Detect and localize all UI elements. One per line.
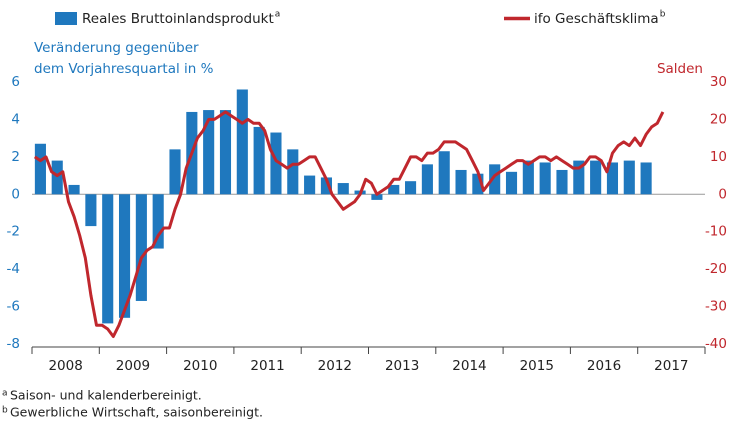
x-tick-label: 2008 (48, 358, 82, 374)
bar (556, 169, 568, 195)
legend-marker: b (660, 10, 666, 20)
bar (287, 149, 299, 195)
bar (337, 183, 349, 195)
legend-swatch-bar (55, 12, 77, 25)
bar (34, 143, 46, 195)
bar (169, 149, 181, 195)
x-tick-label: 2012 (318, 358, 352, 374)
x-tick-label: 2011 (250, 358, 284, 374)
bar (539, 162, 551, 195)
bar (236, 89, 248, 195)
bar (203, 110, 215, 195)
footnote-marker: b (2, 406, 8, 416)
x-tick-label: 2017 (654, 358, 688, 374)
bar (640, 162, 652, 195)
line (33, 110, 665, 338)
bar (135, 194, 147, 301)
footnote-marker: a (2, 389, 8, 399)
legend-marker: a (275, 10, 281, 20)
y2-tick-label: 20 (710, 111, 727, 127)
y-tick-label: -4 (7, 261, 20, 277)
y2-tick-label: 10 (710, 149, 727, 165)
y-tick-label: 6 (11, 74, 20, 90)
y-axis-title: dem Vorjahresquartal in % (34, 61, 214, 77)
y2-tick-label: -20 (705, 261, 727, 277)
y-axis-title: Veränderung gegenüber (34, 40, 199, 56)
x-tick-label: 2016 (587, 358, 621, 374)
bar (421, 164, 433, 195)
y2-tick-label: -40 (705, 336, 727, 352)
bar (573, 160, 585, 195)
bar (68, 184, 80, 195)
y2-tick-label: 30 (710, 74, 727, 90)
bar (304, 175, 316, 195)
y2-axis-title: Salden (657, 61, 703, 77)
bar (253, 126, 265, 195)
legend-label: ifo Geschäftsklima (534, 11, 659, 27)
bar (388, 184, 400, 195)
bar (489, 164, 501, 195)
bar (51, 160, 63, 195)
y-tick-label: 2 (11, 149, 20, 165)
bar (118, 194, 131, 318)
bar (472, 173, 484, 195)
bar (438, 151, 450, 195)
x-tick-label: 2010 (183, 358, 217, 374)
bar (152, 194, 164, 249)
bar (522, 160, 534, 195)
bar (371, 194, 383, 200)
bar (590, 160, 602, 195)
y-tick-label: 0 (11, 186, 20, 202)
bar (85, 194, 97, 227)
bar (405, 181, 417, 195)
y-tick-label: -8 (7, 336, 20, 352)
x-tick-label: 2013 (385, 358, 419, 374)
y-tick-label: -6 (7, 299, 20, 315)
bar (320, 177, 332, 195)
y-tick-label: -2 (7, 224, 20, 240)
y-tick-label: 4 (11, 111, 20, 127)
y2-tick-label: -10 (705, 224, 727, 240)
bar (270, 132, 282, 195)
bar (505, 171, 518, 195)
footnote: Gewerbliche Wirtschaft, saisonbereinigt. (10, 405, 263, 420)
x-tick-label: 2014 (452, 358, 486, 374)
y2-tick-label: -30 (705, 299, 727, 315)
bar (606, 162, 619, 195)
legend-label: Reales Bruttoinlandsprodukt (82, 11, 274, 27)
bar (455, 169, 467, 195)
bar (219, 110, 232, 195)
bar (102, 194, 114, 324)
y2-tick-label: 0 (718, 186, 727, 202)
x-tick-label: 2015 (520, 358, 554, 374)
footnote: Saison- und kalenderbereinigt. (10, 388, 202, 403)
x-tick-label: 2009 (116, 358, 150, 374)
bar (623, 160, 635, 195)
